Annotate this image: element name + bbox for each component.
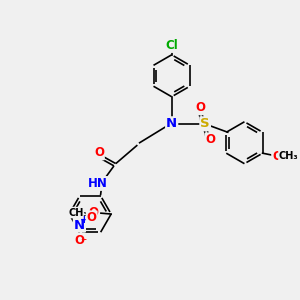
Text: O: O <box>94 146 104 159</box>
Text: +: + <box>80 215 89 225</box>
Text: HN: HN <box>88 177 107 190</box>
Text: S: S <box>200 117 210 130</box>
Text: O: O <box>206 133 215 146</box>
Text: Cl: Cl <box>165 39 178 52</box>
Text: O: O <box>272 150 282 163</box>
Text: N: N <box>74 219 85 232</box>
Text: N: N <box>166 117 177 130</box>
Text: O: O <box>87 211 97 224</box>
Text: O: O <box>88 206 98 219</box>
Text: CH₃: CH₃ <box>68 208 88 218</box>
Text: O: O <box>74 234 84 247</box>
Text: CH₃: CH₃ <box>279 151 298 161</box>
Text: ⁻: ⁻ <box>81 236 87 249</box>
Text: O: O <box>195 101 205 114</box>
